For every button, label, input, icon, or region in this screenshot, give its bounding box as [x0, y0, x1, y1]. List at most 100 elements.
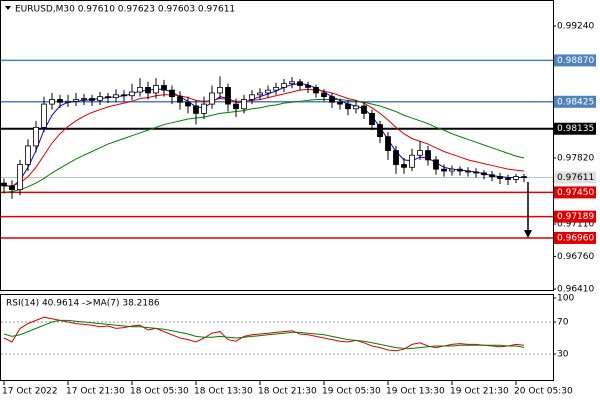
level-label: 0.98135 [557, 124, 594, 134]
indicator-line [3, 316, 525, 352]
candle-body [417, 150, 423, 156]
candle-body [273, 86, 279, 91]
candle-body [433, 159, 439, 170]
level-label: 0.98870 [557, 56, 594, 66]
candle-body [153, 85, 159, 94]
candle-body [409, 154, 415, 168]
candle-body [257, 92, 263, 96]
candle-body [113, 94, 119, 98]
candle-body [25, 145, 31, 165]
candle-body [393, 150, 399, 165]
candle-body [1, 182, 7, 187]
x-tick-label: 18 Oct 05:30 [130, 387, 189, 397]
candle-body [305, 85, 311, 88]
candle-body [449, 168, 455, 172]
header: EURUSD,M30 0.97610 0.97623 0.97603 0.976… [15, 5, 235, 15]
indicator-line [3, 319, 525, 349]
candle-body [361, 105, 367, 114]
candle-body [369, 112, 375, 125]
x-tick-label: 18 Oct 13:30 [194, 387, 253, 397]
arrow-head [524, 230, 532, 238]
candle-body [81, 98, 87, 100]
level-label: 0.97189 [557, 212, 594, 222]
level-label-box [554, 210, 596, 223]
candle-body [169, 89, 175, 98]
moving-average [3, 98, 525, 193]
candle-body [217, 86, 223, 94]
candle-body [57, 99, 63, 103]
candle-body [129, 91, 135, 97]
x-tick-label: 17 Oct 21:30 [66, 387, 125, 397]
candle-body [161, 85, 167, 91]
level-label-box [554, 54, 596, 67]
candle-body [521, 176, 527, 179]
candle-body [97, 96, 103, 101]
candle-body [497, 176, 503, 179]
candle-body [233, 103, 239, 110]
level-label-box [554, 186, 596, 199]
x-tick-label: 18 Oct 21:30 [258, 387, 317, 397]
y-tick-label: 0.96410 [557, 285, 594, 295]
candle-body [241, 99, 247, 110]
candle-body [41, 103, 47, 128]
candle-body [281, 83, 287, 88]
candle-body [473, 171, 479, 174]
candle-body [121, 94, 127, 97]
candle-body [177, 96, 183, 103]
candle-body [297, 81, 303, 86]
candle-body [401, 164, 407, 168]
candle-body [209, 92, 215, 105]
indicator-tick-label: 100 [557, 294, 574, 304]
candle-body [9, 185, 15, 191]
indicator-tick-label: 70 [557, 318, 569, 328]
level-label: 0.97450 [557, 188, 594, 198]
candle-body [249, 94, 255, 100]
level-label: 0.96960 [557, 233, 594, 243]
candle-body [345, 103, 351, 110]
last-price-label: 0.97611 [557, 173, 594, 183]
level-label-box [554, 122, 596, 135]
header-icon [5, 6, 11, 10]
candle-body [33, 126, 39, 147]
candle-body [73, 99, 79, 102]
candle-body [513, 176, 519, 180]
candle-body [201, 103, 207, 114]
level-label: 0.98425 [557, 97, 594, 107]
x-tick-label: 19 Oct 13:30 [386, 387, 445, 397]
candle-body [105, 96, 111, 99]
candle-body [489, 174, 495, 178]
candle-body [441, 168, 447, 172]
candle-body [185, 101, 191, 107]
y-tick-label: 0.99240 [557, 22, 594, 32]
candle-body [457, 168, 463, 172]
x-tick-label: 20 Oct 05:30 [514, 387, 573, 397]
x-tick-label: 19 Oct 05:30 [322, 387, 381, 397]
x-tick-label: 19 Oct 21:30 [450, 387, 509, 397]
y-tick-label: 0.97820 [557, 154, 594, 164]
candle-body [89, 98, 95, 101]
candle-body [465, 170, 471, 173]
candle-body [49, 99, 55, 105]
candle-body [385, 136, 391, 151]
candle-body [193, 105, 199, 114]
candle-body [321, 92, 327, 98]
last-price-box [554, 171, 596, 184]
y-tick-label: 0.97110 [557, 220, 594, 230]
y-tick-label: 0.96760 [557, 252, 594, 262]
moving-average [4, 88, 525, 187]
indicator-panel [0, 294, 554, 381]
candle-body [225, 86, 231, 105]
level-label-box [554, 231, 596, 244]
candle-body [145, 86, 151, 94]
layers: 0.99240 0.97820 0.97110 0.96760 0.96410 0.988… [1, 22, 596, 397]
indicator-tick-label: 30 [557, 350, 569, 360]
level-label-box [554, 95, 596, 108]
indicator-title: RSI(14) 40.9614 ->MA(7) 38.2186 [6, 299, 160, 309]
candle-body [505, 178, 511, 180]
candle-body [65, 100, 71, 103]
candle-body [289, 81, 295, 85]
candle-body [137, 86, 143, 93]
candle-body [481, 172, 487, 176]
candle-body [265, 89, 271, 94]
